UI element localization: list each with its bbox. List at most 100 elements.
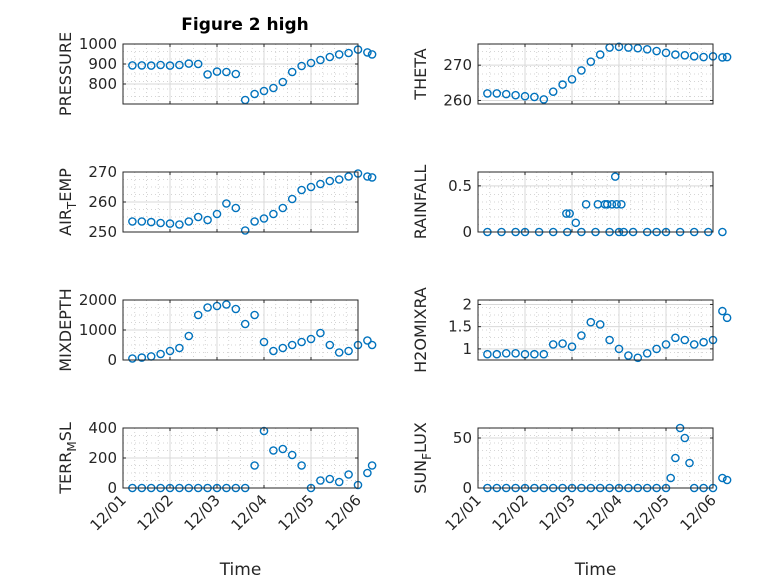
data-point xyxy=(250,89,259,99)
data-point xyxy=(250,217,259,226)
y-tick-label: 1.5 xyxy=(448,318,472,336)
data-point xyxy=(562,209,571,218)
data-point xyxy=(278,203,288,213)
data-point xyxy=(137,217,147,226)
y-axis-label: SUNFLUX xyxy=(411,422,434,494)
data-point xyxy=(287,340,297,350)
minor-grid xyxy=(478,428,713,488)
data-point xyxy=(661,48,671,58)
axis-box xyxy=(477,427,714,489)
y-tick-label: 260 xyxy=(443,91,472,109)
data-point xyxy=(325,176,335,186)
data-point xyxy=(577,331,586,340)
data-point xyxy=(363,336,372,345)
x-tick-label: 12/04 xyxy=(228,491,271,534)
x-tick-label: 12/04 xyxy=(583,491,626,534)
subplot-theta: 260 270 THETA xyxy=(411,42,732,109)
y-tick-label: 250 xyxy=(88,223,117,241)
data-point xyxy=(316,55,325,65)
y-axis-label: THETA xyxy=(411,48,430,100)
data-point xyxy=(722,475,732,485)
data-point xyxy=(511,349,520,358)
y-tick-label: 270 xyxy=(88,163,117,181)
data-point xyxy=(363,172,372,181)
axis-box xyxy=(477,171,714,233)
data-point xyxy=(501,349,511,358)
data-point xyxy=(137,61,147,70)
minor-grid xyxy=(123,44,358,104)
data-point xyxy=(128,354,137,363)
data-point xyxy=(539,349,549,359)
data-point xyxy=(530,349,539,359)
data-point xyxy=(581,200,591,209)
data-point xyxy=(231,69,241,79)
y-tick-label: 400 xyxy=(88,419,117,437)
data-point xyxy=(297,185,306,195)
data-point xyxy=(287,450,297,460)
data-point xyxy=(558,80,567,89)
data-point xyxy=(278,77,288,87)
y-axis-label: AIRTEMP xyxy=(56,168,79,236)
data-point xyxy=(577,66,586,75)
x-tick-label: 12/02 xyxy=(489,491,532,534)
y-tick-label: 0 xyxy=(107,479,117,497)
y-tick-label: 2 xyxy=(462,295,472,313)
data-point xyxy=(633,353,643,363)
data-point xyxy=(511,90,520,100)
data-markers xyxy=(128,300,377,363)
data-point xyxy=(680,433,690,443)
data-markers xyxy=(483,423,732,493)
y-axis-label: MIXDEPTH xyxy=(56,288,75,371)
data-point xyxy=(269,209,278,219)
data-point xyxy=(193,59,203,69)
data-point xyxy=(571,218,581,228)
data-point xyxy=(240,226,250,235)
data-point xyxy=(165,61,175,70)
data-point xyxy=(146,217,156,227)
data-point xyxy=(483,349,492,359)
data-point xyxy=(137,353,147,362)
data-point xyxy=(586,317,596,327)
data-point xyxy=(492,349,502,359)
data-point xyxy=(287,67,297,77)
y-tick-label: 2000 xyxy=(79,291,117,309)
data-point xyxy=(671,333,680,343)
data-point xyxy=(193,310,203,320)
major-grid xyxy=(478,44,713,104)
x-tick-label: 12/01 xyxy=(87,491,130,534)
x-tick-label: 12/03 xyxy=(536,491,579,534)
data-point xyxy=(278,444,288,454)
data-point xyxy=(334,50,344,59)
axis-box xyxy=(122,43,359,105)
y-tick-label: 1 xyxy=(462,340,472,358)
data-point xyxy=(718,473,727,483)
data-point xyxy=(367,50,377,59)
x-tick-label: 12/02 xyxy=(134,491,177,534)
data-point xyxy=(203,303,212,312)
data-point xyxy=(363,468,372,478)
data-point xyxy=(722,52,732,62)
y-axis-label: RAINFALL xyxy=(411,165,430,240)
data-point xyxy=(614,42,624,52)
data-point xyxy=(306,58,316,68)
data-markers xyxy=(128,169,377,235)
data-point xyxy=(602,200,612,209)
data-point xyxy=(259,214,269,223)
data-point xyxy=(671,50,680,59)
data-point xyxy=(325,340,335,350)
data-point xyxy=(250,461,259,470)
x-axis-label: Time xyxy=(574,560,617,580)
data-point xyxy=(605,43,614,52)
y-axis-label: PRESSURE xyxy=(56,32,75,116)
data-point xyxy=(367,340,377,350)
data-point xyxy=(334,477,344,487)
data-point xyxy=(501,89,511,99)
data-point xyxy=(269,83,278,93)
data-point xyxy=(718,306,727,316)
data-point xyxy=(297,337,306,347)
data-point xyxy=(259,337,269,347)
data-point xyxy=(156,349,165,359)
data-point xyxy=(165,219,175,228)
data-point xyxy=(367,173,377,182)
